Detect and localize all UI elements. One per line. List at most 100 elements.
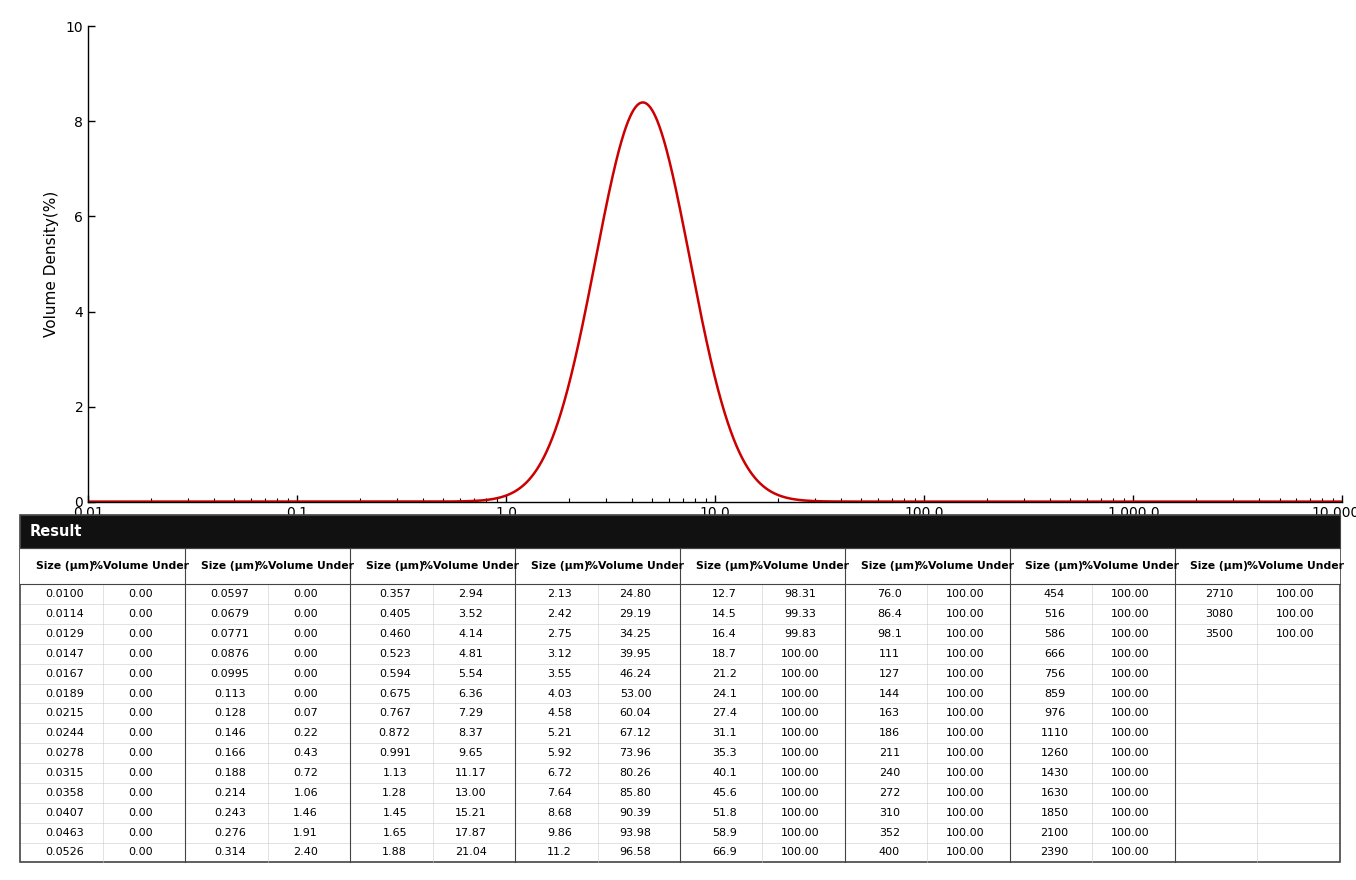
Text: 2.94: 2.94 bbox=[458, 590, 483, 599]
Text: 0.72: 0.72 bbox=[293, 768, 319, 778]
Text: 5.92: 5.92 bbox=[548, 748, 572, 759]
Text: 7.29: 7.29 bbox=[458, 708, 483, 718]
Text: Size (μm): Size (μm) bbox=[366, 561, 423, 571]
Text: 5.21: 5.21 bbox=[548, 729, 572, 738]
Text: 100.00: 100.00 bbox=[781, 847, 820, 857]
Text: 0.0244: 0.0244 bbox=[45, 729, 84, 738]
Text: 352: 352 bbox=[879, 827, 900, 838]
Text: 53.00: 53.00 bbox=[620, 688, 651, 699]
Text: 400: 400 bbox=[879, 847, 900, 857]
Text: 3500: 3500 bbox=[1205, 629, 1234, 639]
Text: 0.00: 0.00 bbox=[129, 748, 153, 759]
Text: 0.0189: 0.0189 bbox=[46, 688, 84, 699]
Text: 100.00: 100.00 bbox=[781, 808, 820, 818]
X-axis label: Size Classes(μm): Size Classes(μm) bbox=[650, 527, 781, 542]
Text: 0.214: 0.214 bbox=[214, 788, 245, 798]
Text: 100.00: 100.00 bbox=[946, 729, 984, 738]
Text: 90.39: 90.39 bbox=[620, 808, 651, 818]
Text: 0.767: 0.767 bbox=[378, 708, 411, 718]
Text: 0.166: 0.166 bbox=[214, 748, 245, 759]
Text: 2100: 2100 bbox=[1040, 827, 1069, 838]
Text: 2.42: 2.42 bbox=[546, 609, 572, 620]
Text: 0.0358: 0.0358 bbox=[46, 788, 84, 798]
Text: %Volume Under: %Volume Under bbox=[753, 561, 849, 571]
Text: Size (μm): Size (μm) bbox=[201, 561, 259, 571]
Text: 0.43: 0.43 bbox=[293, 748, 319, 759]
Text: 7.64: 7.64 bbox=[548, 788, 572, 798]
Text: 76.0: 76.0 bbox=[877, 590, 902, 599]
Text: 6.72: 6.72 bbox=[548, 768, 572, 778]
Text: 1.65: 1.65 bbox=[382, 827, 407, 838]
Text: 18.7: 18.7 bbox=[712, 649, 738, 659]
Text: 516: 516 bbox=[1044, 609, 1064, 620]
Text: 0.0315: 0.0315 bbox=[46, 768, 84, 778]
Text: 0.0995: 0.0995 bbox=[210, 669, 250, 678]
Text: 0.128: 0.128 bbox=[214, 708, 245, 718]
Text: Result: Result bbox=[30, 524, 83, 539]
Text: 100.00: 100.00 bbox=[1111, 629, 1150, 639]
Text: 127: 127 bbox=[879, 669, 900, 678]
Text: 0.00: 0.00 bbox=[129, 768, 153, 778]
Text: 100.00: 100.00 bbox=[781, 729, 820, 738]
Text: 0.00: 0.00 bbox=[129, 688, 153, 699]
Text: 666: 666 bbox=[1044, 649, 1064, 659]
Text: 0.00: 0.00 bbox=[129, 729, 153, 738]
Text: 99.83: 99.83 bbox=[784, 629, 816, 639]
Text: 100.00: 100.00 bbox=[1111, 788, 1150, 798]
Text: %Volume Under: %Volume Under bbox=[587, 561, 683, 571]
Text: 24.80: 24.80 bbox=[620, 590, 651, 599]
Text: 0.0129: 0.0129 bbox=[46, 629, 84, 639]
Text: 12.7: 12.7 bbox=[712, 590, 738, 599]
Text: 0.00: 0.00 bbox=[293, 609, 317, 620]
Y-axis label: Volume Density(%): Volume Density(%) bbox=[43, 191, 58, 337]
Text: Size (μm): Size (μm) bbox=[696, 561, 754, 571]
Text: 0.0463: 0.0463 bbox=[46, 827, 84, 838]
Text: 1.13: 1.13 bbox=[382, 768, 407, 778]
Text: Size (μm): Size (μm) bbox=[1191, 561, 1249, 571]
Text: 0.07: 0.07 bbox=[293, 708, 319, 718]
Text: 272: 272 bbox=[879, 788, 900, 798]
Text: 100.00: 100.00 bbox=[946, 788, 984, 798]
Text: 35.3: 35.3 bbox=[712, 748, 736, 759]
Text: 100.00: 100.00 bbox=[1276, 629, 1314, 639]
Text: 0.405: 0.405 bbox=[378, 609, 411, 620]
Text: 100.00: 100.00 bbox=[946, 708, 984, 718]
Text: 16.4: 16.4 bbox=[712, 629, 736, 639]
Text: Size (μm): Size (μm) bbox=[1025, 561, 1083, 571]
Text: 45.6: 45.6 bbox=[712, 788, 736, 798]
Text: 0.872: 0.872 bbox=[378, 729, 411, 738]
Text: 0.00: 0.00 bbox=[293, 688, 317, 699]
Text: 3.12: 3.12 bbox=[548, 649, 572, 659]
Text: 2.40: 2.40 bbox=[293, 847, 319, 857]
Text: 100.00: 100.00 bbox=[1111, 808, 1150, 818]
Text: 2.13: 2.13 bbox=[548, 590, 572, 599]
Text: 100.00: 100.00 bbox=[1111, 768, 1150, 778]
Text: 0.991: 0.991 bbox=[378, 748, 411, 759]
Text: 0.00: 0.00 bbox=[293, 590, 317, 599]
Text: 99.33: 99.33 bbox=[785, 609, 816, 620]
Text: 31.1: 31.1 bbox=[712, 729, 736, 738]
Text: 1.06: 1.06 bbox=[293, 788, 317, 798]
Text: 0.243: 0.243 bbox=[214, 808, 245, 818]
Text: 4.81: 4.81 bbox=[458, 649, 483, 659]
Text: 0.276: 0.276 bbox=[214, 827, 245, 838]
Text: 0.594: 0.594 bbox=[378, 669, 411, 678]
Text: 2710: 2710 bbox=[1205, 590, 1234, 599]
Text: 100.00: 100.00 bbox=[946, 609, 984, 620]
Text: 100.00: 100.00 bbox=[946, 590, 984, 599]
Text: 29.19: 29.19 bbox=[620, 609, 651, 620]
Text: 0.188: 0.188 bbox=[214, 768, 245, 778]
Text: 100.00: 100.00 bbox=[1111, 669, 1150, 678]
Text: 163: 163 bbox=[879, 708, 900, 718]
Text: 5.54: 5.54 bbox=[458, 669, 483, 678]
Text: 100.00: 100.00 bbox=[946, 688, 984, 699]
Text: 0.00: 0.00 bbox=[293, 649, 317, 659]
Text: 100.00: 100.00 bbox=[1111, 609, 1150, 620]
Text: 98.1: 98.1 bbox=[877, 629, 902, 639]
Text: 144: 144 bbox=[879, 688, 900, 699]
Text: 0.00: 0.00 bbox=[129, 827, 153, 838]
Text: 40.1: 40.1 bbox=[712, 768, 736, 778]
Text: Size (μm): Size (μm) bbox=[861, 561, 918, 571]
Text: 100.00: 100.00 bbox=[781, 708, 820, 718]
Text: 0.675: 0.675 bbox=[378, 688, 411, 699]
